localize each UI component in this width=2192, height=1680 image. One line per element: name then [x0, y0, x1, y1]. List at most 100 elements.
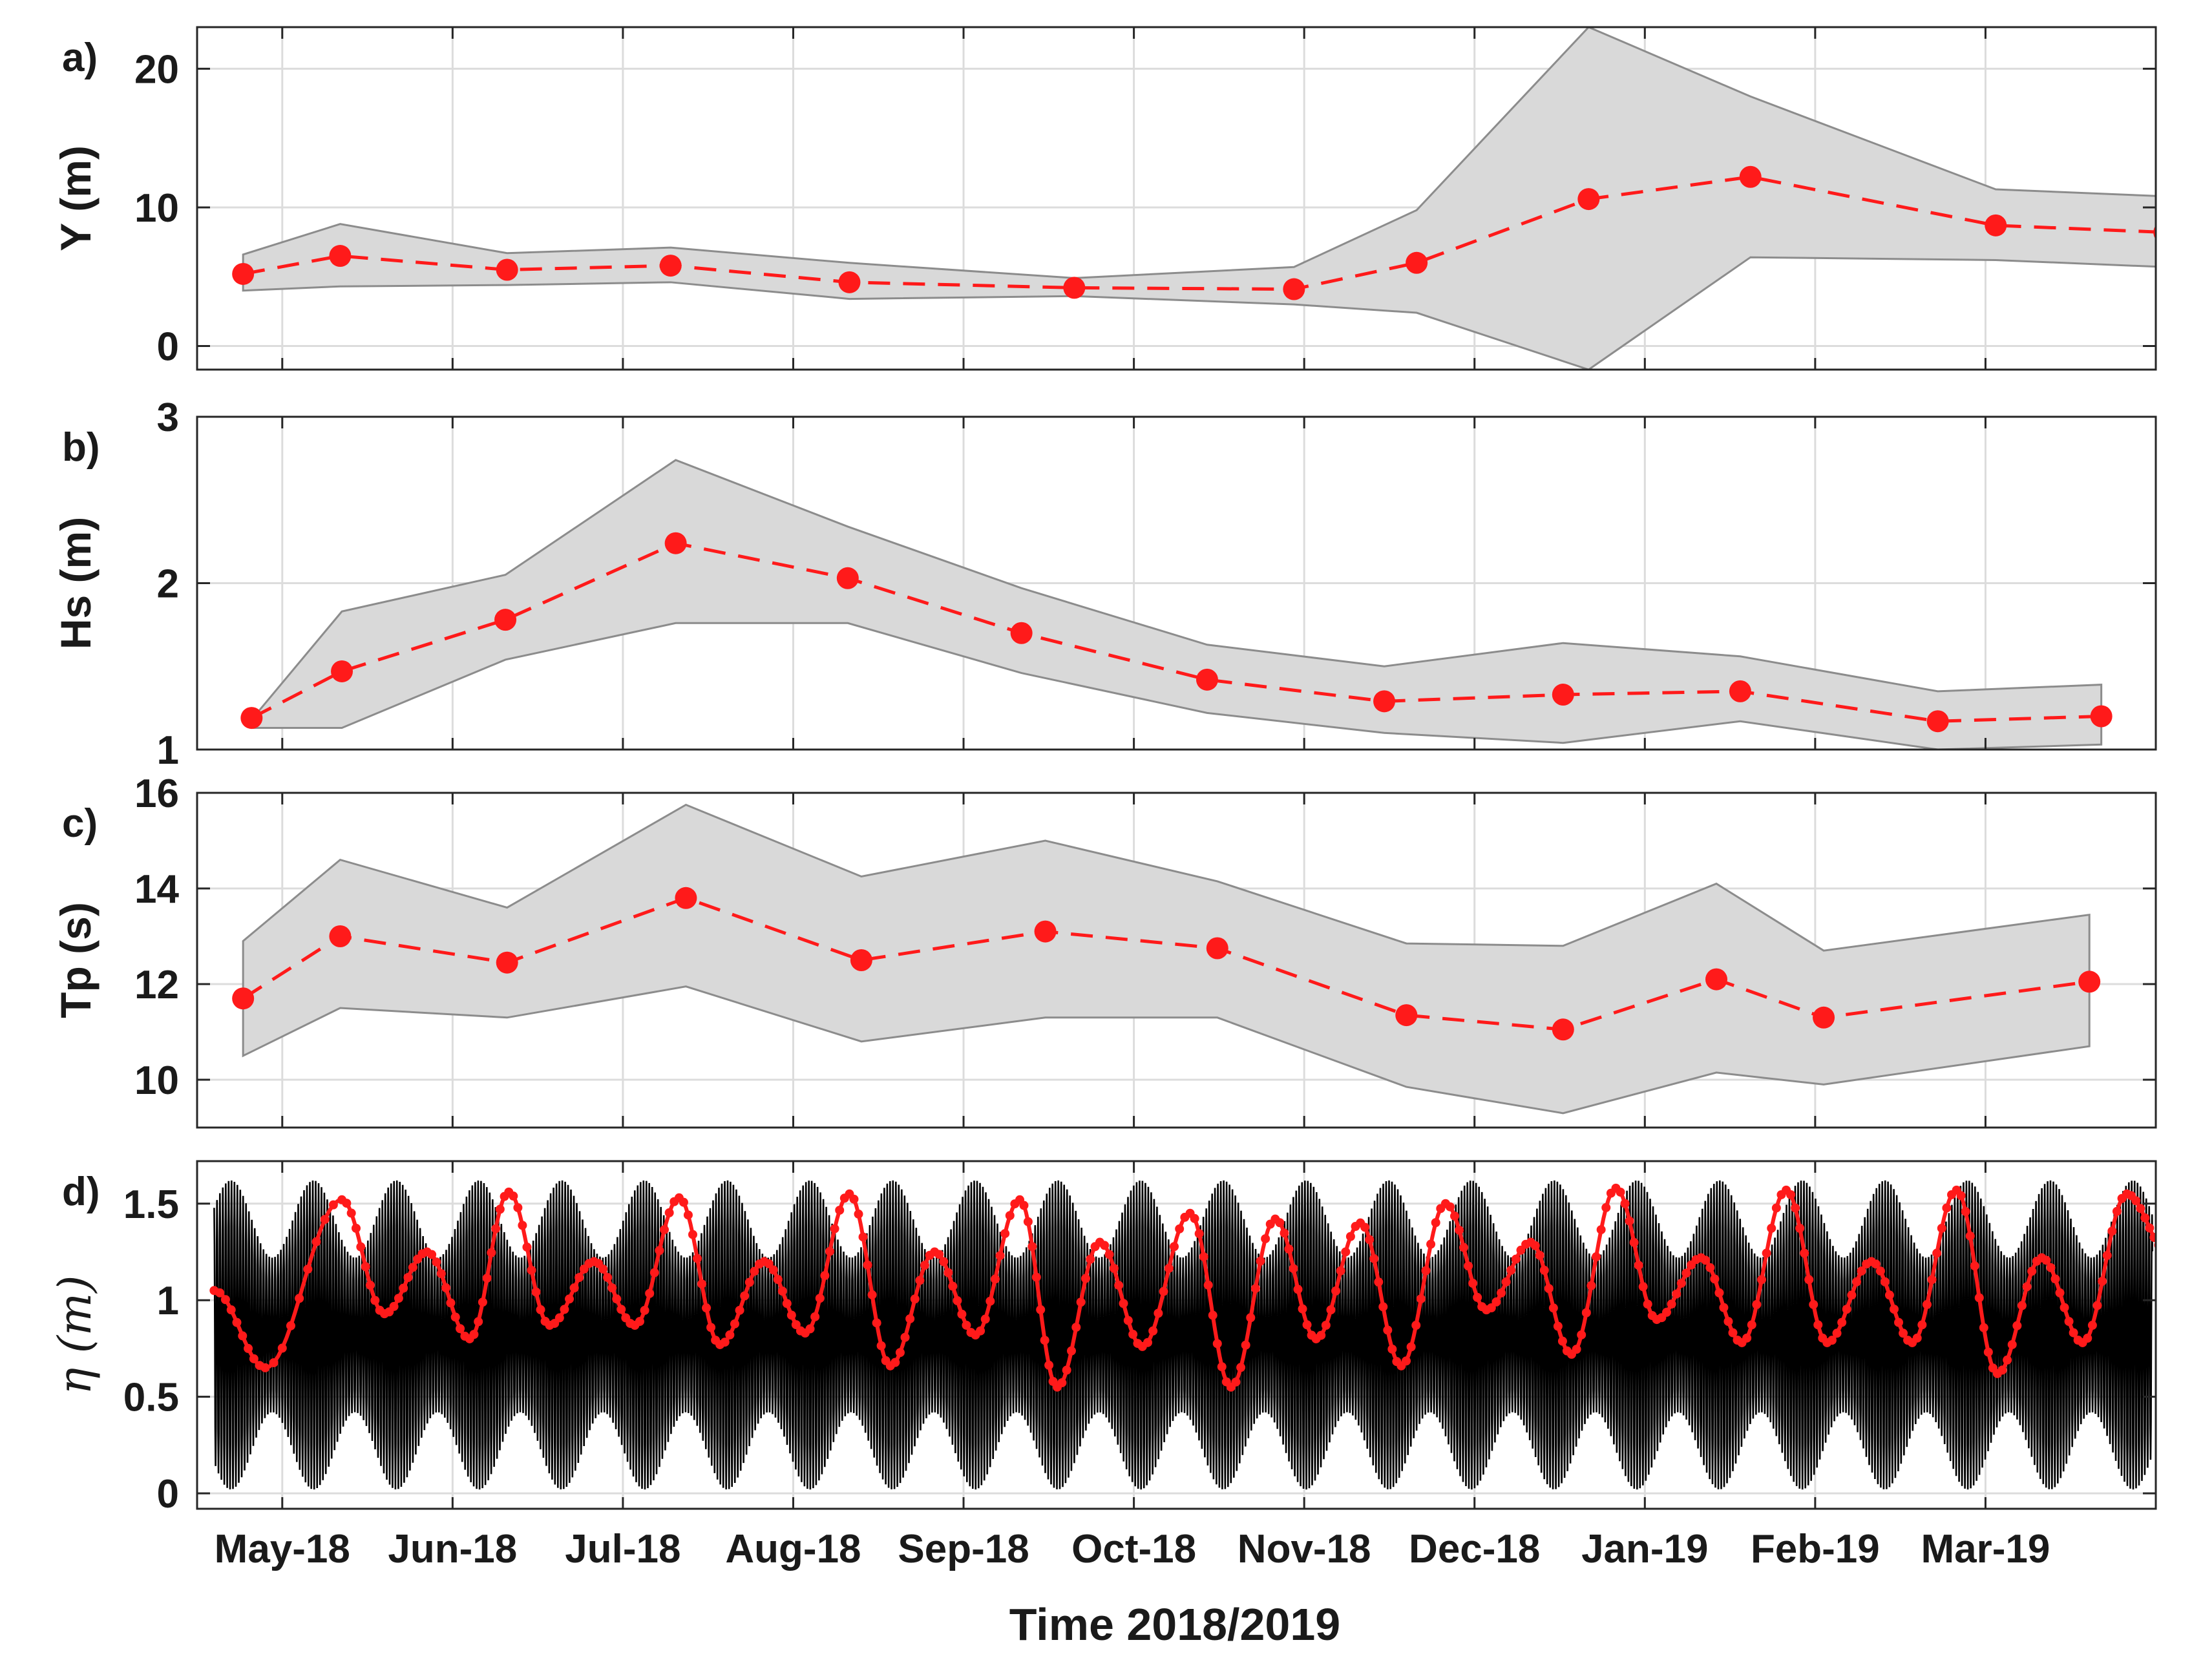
envelope-point — [895, 1348, 905, 1358]
envelope-point — [1449, 1211, 1459, 1221]
envelope-point — [1667, 1299, 1676, 1309]
envelope-point — [1961, 1207, 1970, 1217]
envelope-point — [1710, 1274, 1720, 1284]
envelope-point — [1557, 1336, 1567, 1346]
envelope-point — [1066, 1346, 1076, 1356]
envelope-point — [1154, 1308, 1163, 1318]
envelope-point — [527, 1265, 536, 1275]
envelope-point — [943, 1268, 953, 1277]
data-point — [494, 609, 517, 631]
envelope-point — [683, 1210, 693, 1220]
envelope-point — [1875, 1266, 1885, 1276]
data-point — [2078, 971, 2101, 993]
envelope-point — [948, 1281, 958, 1291]
envelope-point — [1894, 1318, 1904, 1327]
envelope-point — [342, 1199, 352, 1208]
envelope-point — [649, 1268, 659, 1277]
envelope-point — [365, 1281, 375, 1290]
envelope-point — [872, 1318, 881, 1328]
data-point — [496, 258, 518, 281]
envelope-point — [2055, 1288, 2065, 1297]
envelope-point — [1723, 1317, 1733, 1327]
envelope-point — [2136, 1204, 2145, 1213]
envelope-point — [1539, 1265, 1549, 1275]
y-tick-label: 10 — [134, 1058, 179, 1103]
envelope-point — [509, 1192, 518, 1201]
uncertainty-band — [242, 803, 2091, 1115]
envelope-point — [1912, 1333, 1922, 1343]
x-tick-label: Aug-18 — [725, 1527, 861, 1571]
envelope-point — [1468, 1279, 1478, 1288]
plot-area — [209, 1180, 2156, 1490]
envelope-point — [220, 1295, 230, 1305]
envelope-point — [915, 1276, 925, 1285]
envelope-point — [1169, 1242, 1179, 1252]
envelope-point — [1979, 1323, 1988, 1332]
data-point — [1813, 1006, 1835, 1029]
envelope-point — [1326, 1305, 1336, 1315]
envelope-point — [351, 1223, 361, 1233]
envelope-point — [725, 1330, 735, 1339]
axes-box — [196, 1160, 2157, 1510]
envelope-point — [1535, 1250, 1544, 1260]
envelope-point — [432, 1257, 441, 1267]
envelope-point — [260, 1363, 270, 1372]
envelope-point — [1036, 1305, 1046, 1314]
envelope-point — [482, 1274, 492, 1283]
envelope-point — [1506, 1265, 1516, 1275]
envelope-point — [782, 1299, 792, 1308]
envelope-point — [953, 1296, 962, 1305]
envelope-point — [513, 1202, 523, 1212]
envelope-point — [1756, 1275, 1766, 1285]
mean-line — [242, 896, 2090, 1031]
envelope-point — [1416, 1294, 1426, 1304]
envelope-point — [2149, 1233, 2156, 1243]
envelope-point — [1459, 1243, 1469, 1252]
envelope-point — [849, 1194, 859, 1204]
envelope-point — [2131, 1196, 2141, 1206]
envelope-point — [1374, 1277, 1384, 1287]
envelope-point — [1705, 1263, 1715, 1272]
envelope-point — [249, 1354, 258, 1363]
x-tick-label: Oct-18 — [1071, 1527, 1196, 1571]
envelope-point — [1331, 1286, 1341, 1296]
envelope-point — [1280, 1228, 1289, 1238]
envelope-point — [697, 1279, 707, 1289]
panel-label: b) — [62, 425, 100, 470]
envelope-point — [2007, 1339, 2017, 1349]
envelope-point — [1497, 1288, 1506, 1297]
envelope-point — [1809, 1299, 1818, 1309]
y-tick-label: 0.5 — [123, 1376, 179, 1420]
envelope-point — [867, 1290, 877, 1299]
envelope-point — [835, 1205, 845, 1215]
envelope-point — [518, 1221, 527, 1230]
data-point — [1739, 165, 1762, 188]
mean-line — [251, 541, 2102, 723]
data-point — [1010, 622, 1033, 644]
envelope-point — [1080, 1274, 1090, 1283]
y-axis-label: Tp (s) — [52, 902, 100, 1018]
envelope-point — [603, 1273, 613, 1283]
envelope-point — [1932, 1248, 1942, 1258]
envelope-point — [1762, 1248, 1771, 1258]
envelope-point — [320, 1215, 330, 1224]
envelope-point — [1767, 1223, 1776, 1233]
envelope-point — [436, 1269, 446, 1279]
envelope-point — [2017, 1301, 2027, 1310]
envelope-point — [1997, 1365, 2007, 1375]
envelope-point — [1383, 1325, 1393, 1335]
envelope-point — [356, 1242, 366, 1252]
envelope-point — [2145, 1223, 2155, 1233]
envelope-point — [1109, 1263, 1119, 1273]
envelope-point — [1023, 1217, 1033, 1226]
panel-d-eta: 0 0.5 1 1.5 η (m) d) — [48, 1160, 2157, 1517]
data-point — [1196, 668, 1218, 691]
envelope-point — [750, 1266, 759, 1276]
envelope-point — [2102, 1250, 2112, 1260]
envelope-point — [1501, 1277, 1511, 1286]
envelope-point — [1148, 1326, 1158, 1336]
envelope-point — [777, 1286, 787, 1296]
envelope-point — [635, 1317, 644, 1327]
envelope-point — [1445, 1202, 1455, 1212]
